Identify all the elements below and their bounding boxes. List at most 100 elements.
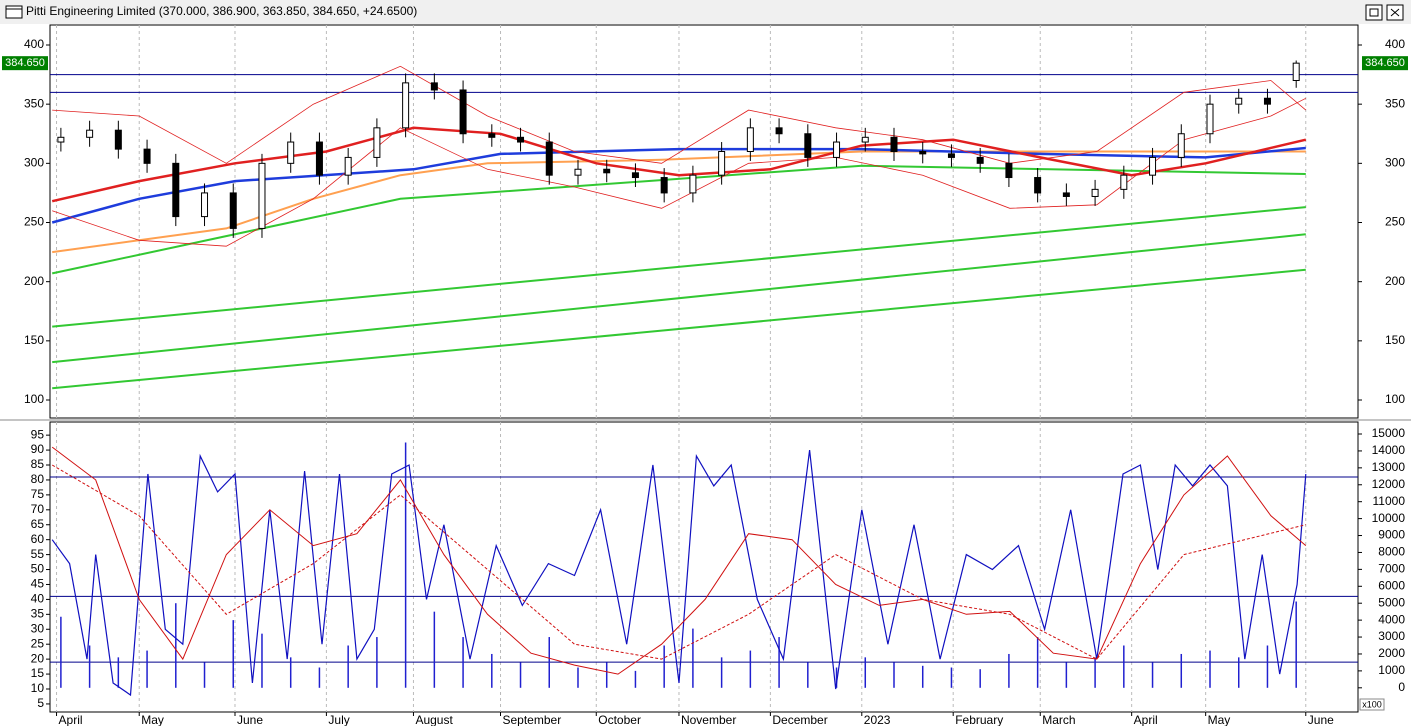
candle-body (1263, 97, 1271, 105)
oscillator-panel (49, 421, 1359, 713)
y-tick-label: 250 (1385, 215, 1405, 229)
price-panel (49, 24, 1359, 419)
maximize-icon (1369, 8, 1379, 17)
candle-body (287, 141, 295, 164)
indicator-line (52, 97, 1306, 247)
candle-body (459, 89, 467, 135)
y-tick-label: 200 (1385, 274, 1405, 288)
x-tick-label: April (1134, 713, 1158, 726)
x-tick-label: March (1042, 713, 1075, 726)
candle-body (947, 153, 955, 158)
candle-body (201, 192, 209, 218)
y-tick-label: 70 (31, 502, 45, 516)
candle-body (488, 133, 496, 138)
y2-tick-label: 10000 (1372, 511, 1406, 525)
y-tick-label: 50 (31, 562, 45, 576)
candle-body (114, 129, 122, 150)
y2-unit-label: x100 (1362, 699, 1382, 709)
y-tick-label: 5 (37, 696, 44, 710)
candle-body (172, 162, 180, 218)
y-tick-label: 100 (1385, 392, 1405, 406)
candle-body (919, 151, 927, 155)
y-tick-label: 75 (31, 487, 45, 501)
indicator-line (52, 65, 1307, 164)
y-tick-label: 250 (24, 215, 44, 229)
candle-body (1034, 177, 1042, 194)
candle-body (1177, 133, 1185, 158)
y-tick-label: 10 (31, 681, 45, 695)
y2-tick-label: 1000 (1378, 663, 1405, 677)
y-tick-label: 25 (31, 636, 45, 650)
y2-tick-label: 3000 (1378, 629, 1405, 643)
candle-body (517, 136, 525, 143)
y-tick-label: 100 (24, 392, 44, 406)
y-tick-label: 20 (31, 651, 45, 665)
y2-tick-label: 0 (1398, 680, 1405, 694)
y2-tick-label: 11000 (1373, 494, 1406, 508)
candle-body (890, 136, 898, 153)
y2-tick-label: 14000 (1372, 443, 1406, 457)
y-tick-label: 65 (31, 517, 45, 531)
candle-body (574, 168, 582, 176)
x-tick-label: September (503, 713, 562, 726)
x-tick-label: December (772, 713, 827, 726)
indicator-line (51, 464, 1306, 660)
y-tick-label: 55 (31, 547, 45, 561)
y2-tick-label: 8000 (1378, 545, 1405, 559)
x-tick-label: June (237, 713, 263, 726)
x-tick-label: November (681, 713, 736, 726)
candle-body (86, 129, 94, 138)
candle-body (976, 156, 984, 164)
candle-body (833, 141, 841, 158)
x-tick-label: May (141, 713, 164, 726)
indicator-line (51, 126, 1307, 203)
indicator-line (51, 446, 1307, 675)
indicator-line (52, 206, 1306, 328)
y-tick-label: 40 (31, 592, 45, 606)
indicator-line (51, 164, 1306, 275)
candle-body (143, 148, 151, 164)
x-tick-label: April (59, 713, 83, 726)
y2-tick-label: 5000 (1378, 595, 1405, 609)
y-tick-label: 60 (31, 532, 45, 546)
window-title: Pitti Engineering Limited (370.000, 386.… (26, 4, 417, 18)
unit-box (1359, 698, 1385, 711)
y-tick-label: 85 (31, 457, 45, 471)
candle-body (689, 174, 697, 194)
candle-body (861, 136, 869, 143)
x-tick-label: June (1308, 713, 1334, 726)
y2-tick-label: 2000 (1378, 646, 1405, 660)
candle-body (660, 177, 668, 194)
y-tick-label: 30 (31, 621, 45, 635)
y2-tick-label: 4000 (1378, 612, 1405, 626)
price-tag (1362, 56, 1408, 71)
price-tag (2, 56, 48, 71)
indicator-line (51, 450, 1307, 697)
candle-body (1062, 192, 1070, 197)
x-tick-label: 2023 (864, 713, 891, 726)
y-tick-label: 150 (1385, 333, 1405, 347)
candle-body (545, 141, 553, 176)
indicator-line (52, 268, 1306, 390)
candle-body (373, 127, 381, 158)
y2-tick-label: 15000 (1372, 426, 1406, 440)
candle-body (1149, 156, 1157, 176)
indicator-line (51, 146, 1306, 224)
candle-body (1005, 162, 1013, 179)
maximize-button[interactable] (1365, 4, 1383, 21)
candle-body (603, 168, 611, 174)
x-tick-label: October (598, 713, 641, 726)
price-tag-label: 384.650 (1365, 57, 1405, 69)
y-tick-label: 150 (24, 333, 44, 347)
candle-body (57, 136, 65, 143)
candle-body (631, 172, 639, 179)
window-icon (5, 5, 23, 19)
y-tick-label: 400 (24, 37, 44, 51)
candle-body (1292, 62, 1300, 82)
price-tag-label: 384.650 (5, 57, 45, 69)
x-tick-label: August (415, 713, 453, 726)
candle-body (1206, 103, 1214, 135)
y-tick-label: 300 (24, 156, 44, 170)
